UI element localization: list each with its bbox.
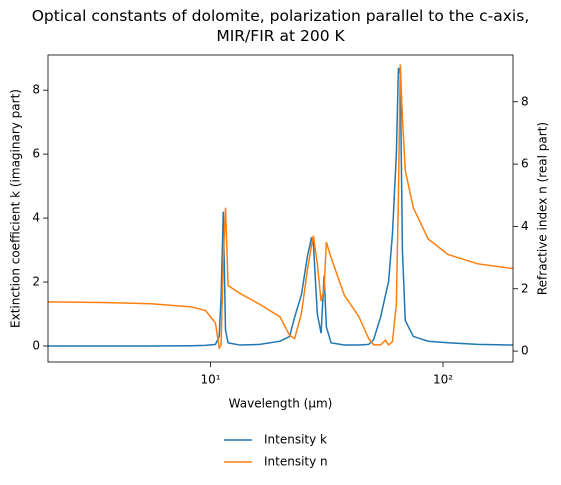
y-axis-label: Extinction coefficient k (imaginary part… — [9, 89, 23, 328]
y-tick-label: 6 — [32, 147, 40, 161]
x-tick-label: 10² — [433, 373, 453, 387]
y-tick-label: 4 — [32, 211, 40, 225]
y2-tick-label: 4 — [521, 219, 529, 233]
chart-title: Optical constants of dolomite, polarizat… — [31, 7, 530, 45]
x-axis-label: Wavelength (μm) — [229, 397, 333, 411]
legend-label: Intensity k — [264, 433, 327, 447]
y2-tick-label: 8 — [521, 94, 529, 108]
y-tick-label: 2 — [32, 275, 40, 289]
series-line — [48, 64, 513, 351]
y2-tick-label: 0 — [521, 344, 529, 358]
y2-axis-label: Refractive index n (real part) — [536, 122, 550, 295]
x-tick-label: 10¹ — [200, 373, 220, 387]
series-line — [48, 67, 513, 347]
legend-label: Intensity n — [264, 455, 328, 469]
plot-frame — [47, 54, 514, 363]
y-tick-label: 8 — [32, 83, 40, 97]
y2-tick-label: 2 — [521, 281, 529, 295]
y-tick-label: 0 — [32, 339, 40, 353]
y2-tick-label: 6 — [521, 157, 529, 171]
